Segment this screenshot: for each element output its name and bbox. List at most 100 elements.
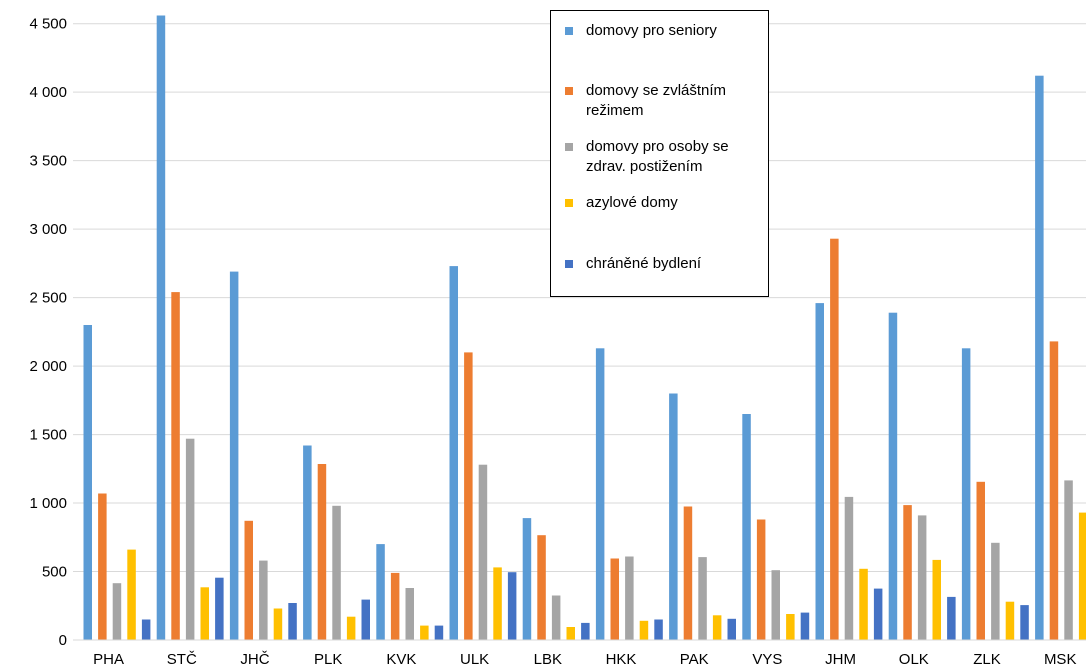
y-tick-label: 1 000	[29, 495, 67, 512]
legend-item-disability: domovy pro osoby se zdrav. postižením	[565, 137, 765, 177]
x-tick-label: ULK	[460, 651, 489, 668]
bar	[376, 544, 385, 640]
bar	[229, 271, 239, 640]
bar	[288, 603, 297, 640]
bar	[903, 505, 912, 640]
legend-item-shelters: azylové domy	[565, 193, 678, 213]
y-tick-label: 2 500	[29, 290, 67, 307]
bar	[551, 595, 561, 640]
bar	[991, 542, 1000, 640]
y-axis-ticks: 0 500 1 000 1 500 2 000 2 500 3 000 3 500 4 000 4…	[29, 16, 67, 649]
bar	[1049, 341, 1059, 640]
bar	[185, 438, 195, 640]
bar	[625, 556, 634, 640]
bar	[873, 588, 883, 640]
x-tick-label: ZLK	[973, 651, 1001, 668]
bar	[273, 608, 283, 640]
bar	[961, 348, 971, 640]
bar	[464, 352, 473, 640]
y-tick-label: 2 000	[29, 358, 67, 375]
bar	[976, 481, 985, 640]
bar	[259, 560, 268, 640]
bar	[1064, 480, 1073, 640]
bar	[830, 238, 839, 640]
bar	[200, 587, 209, 640]
chart-legend: domovy pro seniory domovy se zvláštním r…	[550, 10, 769, 297]
x-tick-label: PHA	[93, 651, 124, 668]
x-tick-label: LBK	[534, 651, 562, 668]
bar	[859, 568, 868, 640]
bar	[786, 614, 795, 640]
legend-label: domovy pro seniory	[586, 22, 717, 39]
bar	[317, 464, 327, 640]
legend-swatch	[565, 143, 573, 151]
x-tick-label: HKK	[606, 651, 637, 668]
x-tick-label: PAK	[680, 651, 709, 668]
bar	[815, 303, 824, 640]
bar	[888, 312, 898, 640]
bars	[83, 15, 1086, 640]
bar	[141, 619, 151, 640]
x-tick-label: VYS	[752, 651, 782, 668]
bar	[434, 625, 444, 640]
bar	[156, 15, 166, 640]
bar	[522, 518, 532, 640]
bar	[98, 493, 107, 640]
bar	[244, 520, 253, 640]
bar	[127, 549, 136, 640]
x-tick-label: OLK	[899, 651, 929, 668]
bar	[493, 567, 502, 640]
bar	[917, 515, 927, 640]
bar	[698, 557, 707, 640]
bar	[171, 292, 180, 640]
bar	[683, 506, 693, 640]
bar	[727, 618, 736, 640]
y-tick-label: 3 000	[29, 221, 67, 238]
legend-swatch	[565, 27, 573, 35]
legend-item-seniors: domovy pro seniory	[565, 21, 717, 41]
bar	[947, 596, 956, 640]
bar	[478, 464, 488, 640]
y-tick-label: 1 500	[29, 427, 67, 444]
bar	[654, 619, 663, 640]
bar	[1020, 605, 1029, 640]
legend-label: chráněné bydlení	[586, 255, 702, 272]
bar	[346, 616, 356, 640]
bar	[742, 414, 751, 640]
x-axis-categories: PHA STČ JHČ PLK KVK ULK LBK HKK PAK VYS JHM OLK ZLK M…	[93, 651, 1076, 668]
bar	[83, 325, 92, 640]
bar	[420, 625, 429, 640]
bar	[712, 615, 722, 640]
x-tick-label: KVK	[386, 651, 416, 668]
bar	[361, 599, 370, 640]
bar	[303, 445, 312, 640]
legend-swatch	[565, 199, 573, 207]
bar	[112, 583, 122, 640]
bar	[610, 558, 619, 640]
y-tick-label: 0	[59, 632, 67, 649]
bar	[449, 266, 458, 640]
legend-item-special-regime: domovy se zvláštním režimem	[565, 81, 755, 121]
legend-item-protected-housing: chráněné bydlení	[565, 254, 701, 274]
y-tick-label: 4 500	[29, 16, 67, 33]
bar	[581, 622, 590, 640]
bar	[771, 570, 780, 640]
y-tick-label: 3 500	[29, 153, 67, 170]
bar	[932, 559, 941, 640]
legend-label: domovy pro osoby se zdrav. postižením	[586, 138, 729, 175]
bar	[566, 627, 575, 640]
bar	[800, 612, 810, 640]
bar	[1078, 512, 1086, 640]
bar	[405, 588, 414, 640]
bar	[595, 348, 605, 640]
bar	[756, 519, 766, 640]
bar	[332, 505, 341, 640]
x-tick-label: JHČ	[240, 651, 269, 668]
bar	[639, 620, 649, 640]
y-tick-label: 4 000	[29, 84, 67, 101]
legend-label: azylové domy	[586, 194, 678, 211]
bar	[1035, 75, 1044, 640]
bar	[507, 572, 517, 640]
bar	[1005, 601, 1015, 640]
